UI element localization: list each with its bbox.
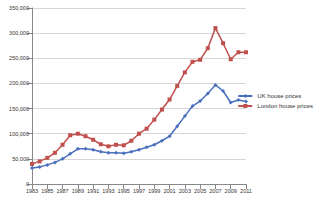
- svg-text:250,000: 250,000: [9, 55, 29, 61]
- svg-text:300,000: 300,000: [9, 30, 29, 36]
- svg-text:1995: 1995: [118, 188, 130, 194]
- svg-text:150,000: 150,000: [9, 106, 29, 112]
- svg-text:2011: 2011: [240, 188, 252, 194]
- svg-text:1985: 1985: [41, 188, 53, 194]
- svg-text:2001: 2001: [163, 188, 175, 194]
- svg-text:2009: 2009: [225, 188, 237, 194]
- svg-text:2005: 2005: [194, 188, 206, 194]
- svg-text:0: 0: [26, 181, 29, 187]
- svg-text:UK house prices: UK house prices: [257, 93, 301, 99]
- svg-text:2007: 2007: [209, 188, 221, 194]
- svg-text:1999: 1999: [148, 188, 160, 194]
- svg-text:2003: 2003: [179, 188, 191, 194]
- svg-text:1993: 1993: [102, 188, 114, 194]
- svg-text:50,000: 50,000: [12, 156, 29, 162]
- svg-text:1989: 1989: [72, 188, 84, 194]
- svg-text:100,000: 100,000: [9, 131, 29, 137]
- svg-text:350,000: 350,000: [9, 5, 29, 11]
- svg-text:200,000: 200,000: [9, 80, 29, 86]
- svg-text:1987: 1987: [56, 188, 68, 194]
- svg-text:1983: 1983: [26, 188, 38, 194]
- svg-text:London house prices: London house prices: [257, 103, 313, 109]
- svg-text:1997: 1997: [133, 188, 145, 194]
- svg-text:1991: 1991: [87, 188, 99, 194]
